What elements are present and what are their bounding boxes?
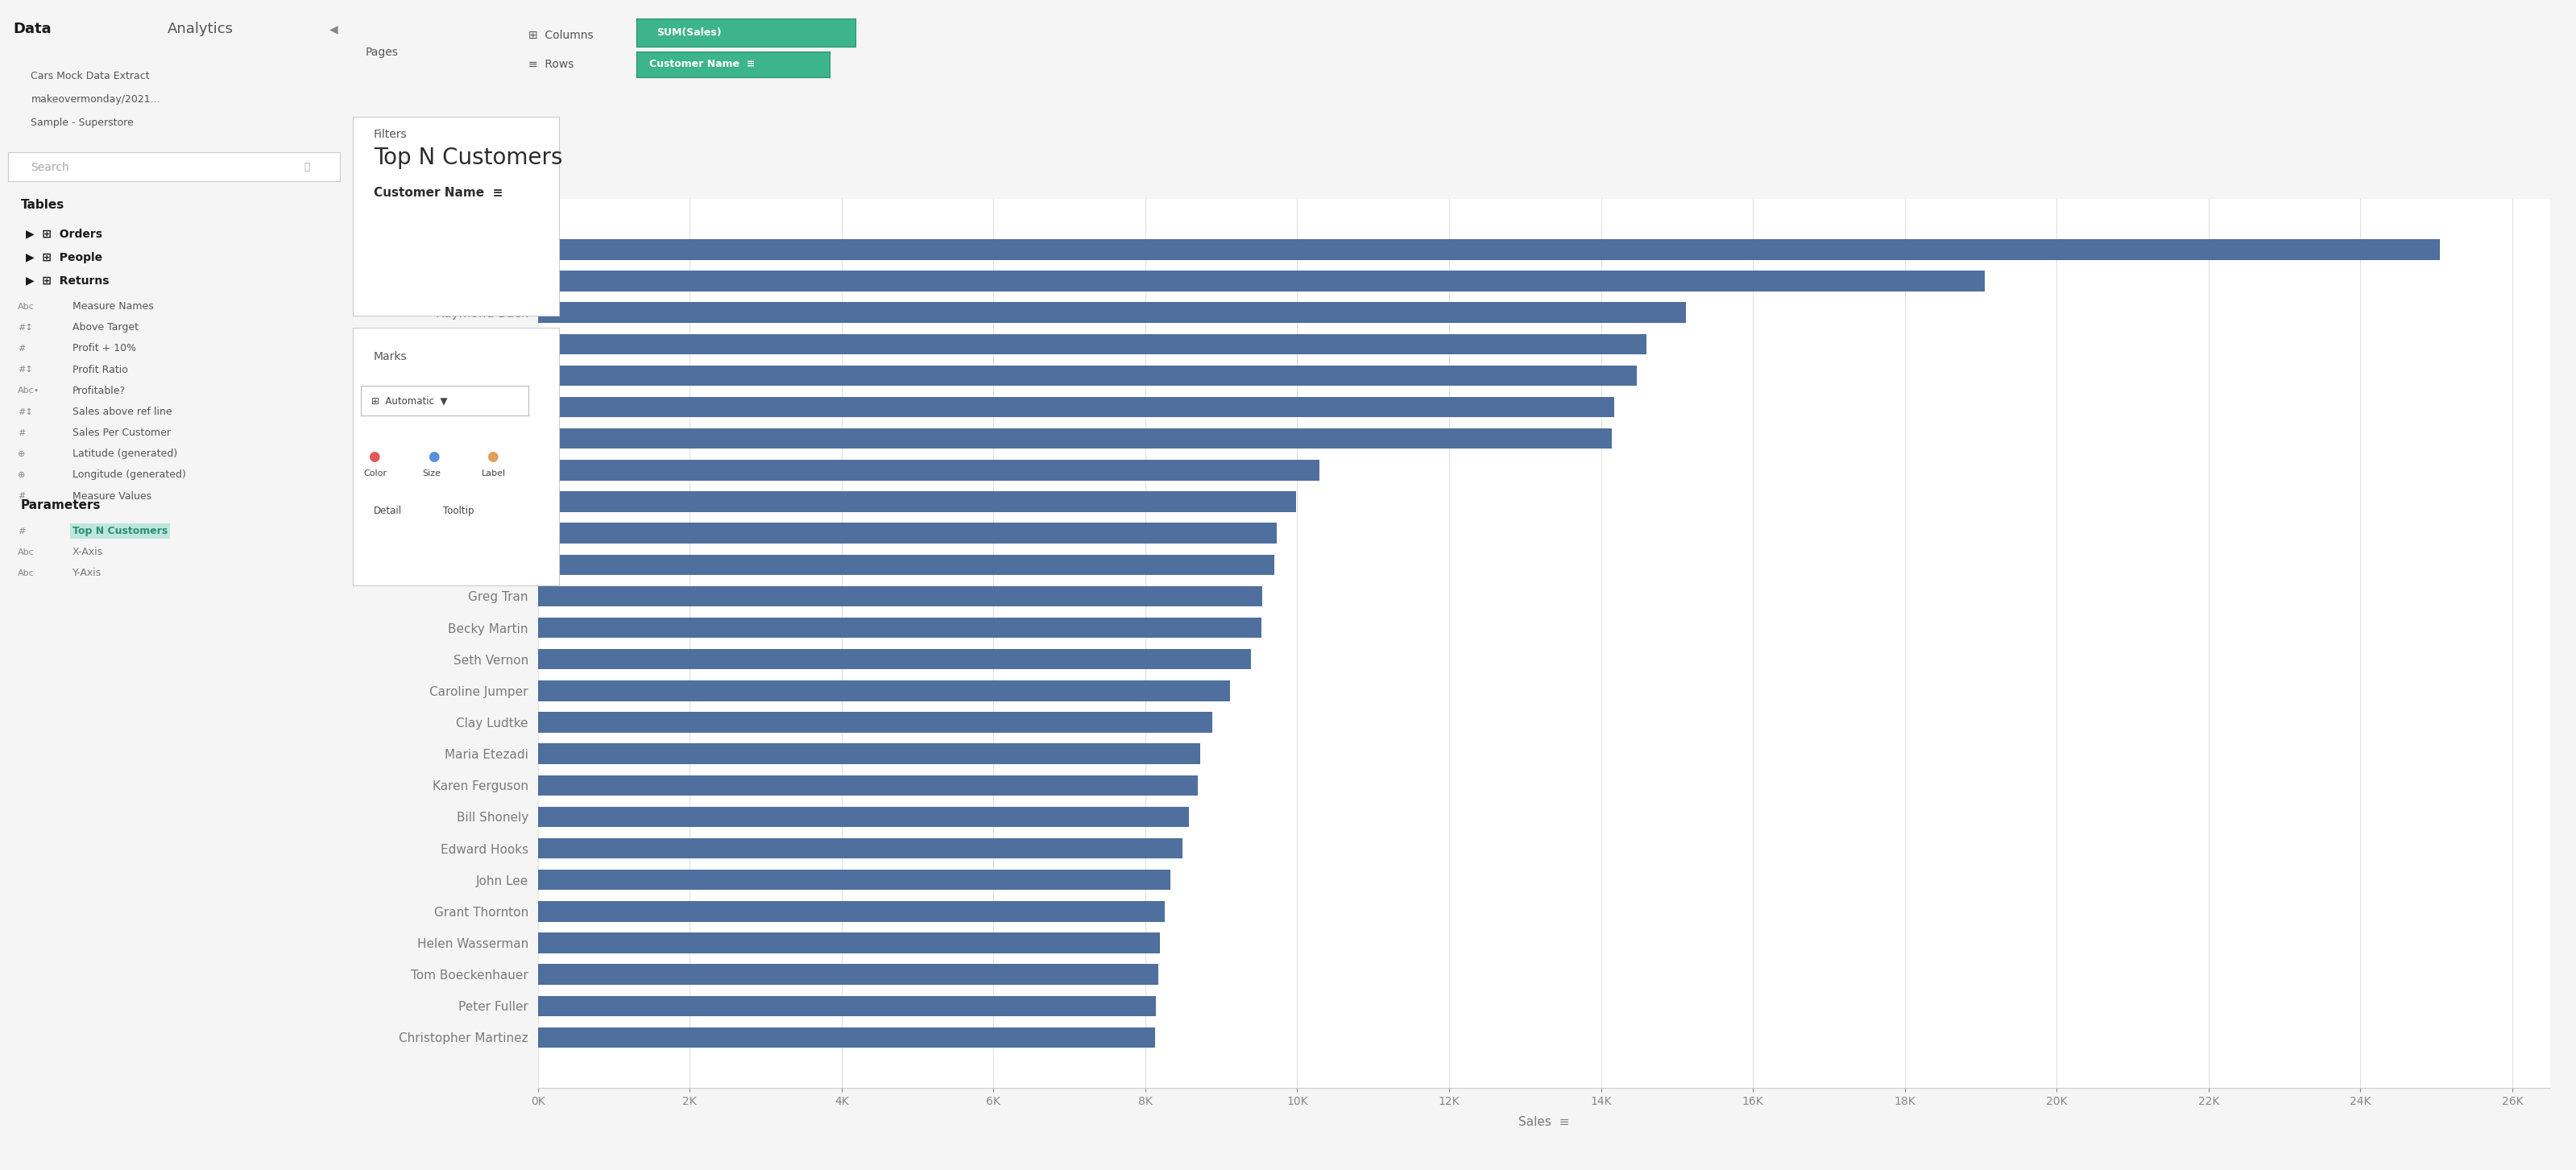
Text: Parameters: Parameters: [21, 500, 100, 511]
Text: Above Target: Above Target: [72, 323, 139, 332]
Text: Filters: Filters: [374, 129, 407, 140]
Bar: [538, 618, 1262, 638]
Text: #↕: #↕: [18, 324, 33, 331]
Text: ▶  ⊞  People: ▶ ⊞ People: [26, 252, 103, 263]
Text: Abc: Abc: [18, 570, 33, 577]
Bar: [538, 365, 1636, 386]
Bar: [538, 932, 1159, 954]
Text: Measure Names: Measure Names: [72, 302, 155, 311]
Text: ⊞  Automatic  ▼: ⊞ Automatic ▼: [371, 397, 448, 406]
Text: Sample - Superstore: Sample - Superstore: [31, 118, 134, 128]
Text: ⊕: ⊕: [18, 472, 26, 479]
Text: Latitude (generated): Latitude (generated): [72, 449, 178, 459]
Bar: [538, 744, 1200, 764]
Text: makeovermonday/2021...: makeovermonday/2021...: [31, 95, 160, 104]
Text: Sales Per Customer: Sales Per Customer: [72, 428, 170, 438]
Text: 🔍: 🔍: [304, 163, 309, 172]
Text: ▶  ⊞  Returns: ▶ ⊞ Returns: [26, 275, 108, 287]
Text: Analytics: Analytics: [167, 22, 234, 36]
Bar: [538, 901, 1164, 922]
Text: #: #: [18, 528, 26, 535]
Text: ≡  Rows: ≡ Rows: [528, 58, 574, 70]
Text: ●: ●: [368, 449, 381, 463]
Bar: [538, 302, 1685, 323]
Text: Color: Color: [363, 470, 386, 477]
Text: #↕: #↕: [18, 366, 33, 373]
Text: Profit + 10%: Profit + 10%: [72, 344, 137, 353]
Text: Sales above ref line: Sales above ref line: [72, 407, 173, 417]
Text: #↕: #↕: [18, 408, 33, 415]
Text: #: #: [18, 345, 26, 352]
Text: Abc: Abc: [18, 549, 33, 556]
Text: SUM(Sales): SUM(Sales): [657, 28, 721, 37]
Text: Pages: Pages: [366, 47, 399, 58]
Text: Y-Axis: Y-Axis: [72, 569, 100, 578]
Text: ⊞  Columns: ⊞ Columns: [528, 29, 592, 41]
Text: ▶  ⊞  Orders: ▶ ⊞ Orders: [26, 228, 103, 240]
Text: #: #: [18, 429, 26, 436]
Bar: [538, 491, 1296, 512]
Text: Customer Name  ≡: Customer Name ≡: [649, 60, 755, 69]
Text: Search: Search: [31, 161, 70, 173]
Text: ●: ●: [487, 449, 500, 463]
Text: Top N Customers: Top N Customers: [374, 146, 562, 170]
Bar: [538, 649, 1252, 669]
Text: Detail: Detail: [374, 507, 402, 516]
Bar: [538, 555, 1275, 574]
Text: Size: Size: [422, 470, 440, 477]
Bar: [538, 806, 1190, 827]
Text: Abc•: Abc•: [18, 387, 41, 394]
Bar: [538, 838, 1182, 859]
Bar: [538, 681, 1229, 701]
Text: X-Axis: X-Axis: [72, 548, 103, 557]
Bar: [538, 1027, 1154, 1047]
Bar: [538, 586, 1262, 606]
Text: Profitable?: Profitable?: [72, 386, 126, 395]
Bar: [538, 333, 1646, 355]
Text: Cars Mock Data Extract: Cars Mock Data Extract: [31, 71, 149, 81]
Text: Label: Label: [482, 470, 505, 477]
Bar: [538, 775, 1198, 796]
Text: Tooltip: Tooltip: [443, 507, 474, 516]
Text: Measure Values: Measure Values: [72, 491, 152, 501]
Text: Marks: Marks: [374, 351, 407, 363]
Text: Data: Data: [13, 22, 52, 36]
Bar: [538, 270, 1984, 291]
Text: Top N Customers: Top N Customers: [72, 526, 167, 536]
Bar: [538, 460, 1319, 481]
Text: Longitude (generated): Longitude (generated): [72, 470, 185, 480]
Text: Profit Ratio: Profit Ratio: [72, 365, 129, 374]
Text: Customer Name  ≡: Customer Name ≡: [374, 187, 502, 199]
Text: ◀: ◀: [330, 23, 337, 35]
Text: Abc: Abc: [18, 303, 33, 310]
Bar: [538, 869, 1170, 890]
Text: #: #: [18, 493, 26, 500]
Bar: [538, 240, 2439, 260]
Text: ⊕: ⊕: [18, 450, 26, 457]
Text: ●: ●: [428, 449, 440, 463]
Bar: [538, 964, 1159, 985]
Bar: [538, 996, 1157, 1017]
Bar: [538, 523, 1278, 543]
Bar: [538, 713, 1213, 732]
Bar: [538, 428, 1613, 449]
Text: Tables: Tables: [21, 199, 64, 211]
X-axis label: Sales  ≡: Sales ≡: [1517, 1116, 1569, 1128]
Bar: [538, 397, 1615, 418]
